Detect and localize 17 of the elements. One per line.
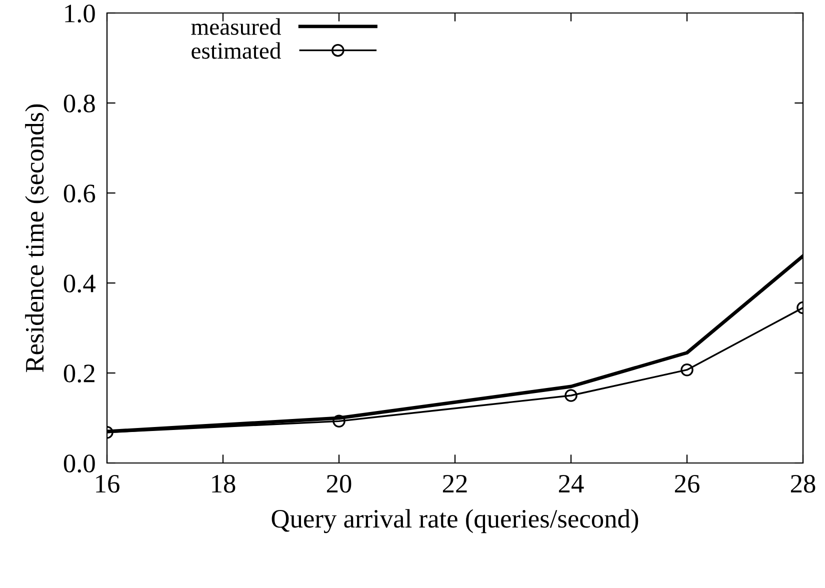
y-tick-label: 0.6: [64, 184, 96, 203]
y-tick-label: 0.2: [64, 364, 94, 383]
x-tick-label: 26: [674, 474, 700, 493]
y-axis-title: Residence time (seconds): [25, 104, 50, 372]
x-axis-title: Query arrival rate (queries/second): [272, 509, 638, 534]
y-tick-label: 0.8: [64, 94, 95, 113]
x-tick-label: 20: [326, 474, 352, 493]
legend-label: estimated: [192, 42, 281, 59]
legend-label: measured: [191, 18, 281, 35]
x-tick-label: 18: [212, 474, 236, 493]
y-tick-label: 0.4: [64, 274, 96, 293]
x-tick-label: 24: [558, 474, 584, 492]
x-tick-label: 28: [790, 474, 816, 493]
y-tick-label: 0.0: [64, 454, 95, 473]
y-tick-label: 1.0: [65, 4, 95, 23]
x-tick-label: 16: [96, 474, 120, 493]
x-tick-label: 22: [442, 474, 467, 492]
